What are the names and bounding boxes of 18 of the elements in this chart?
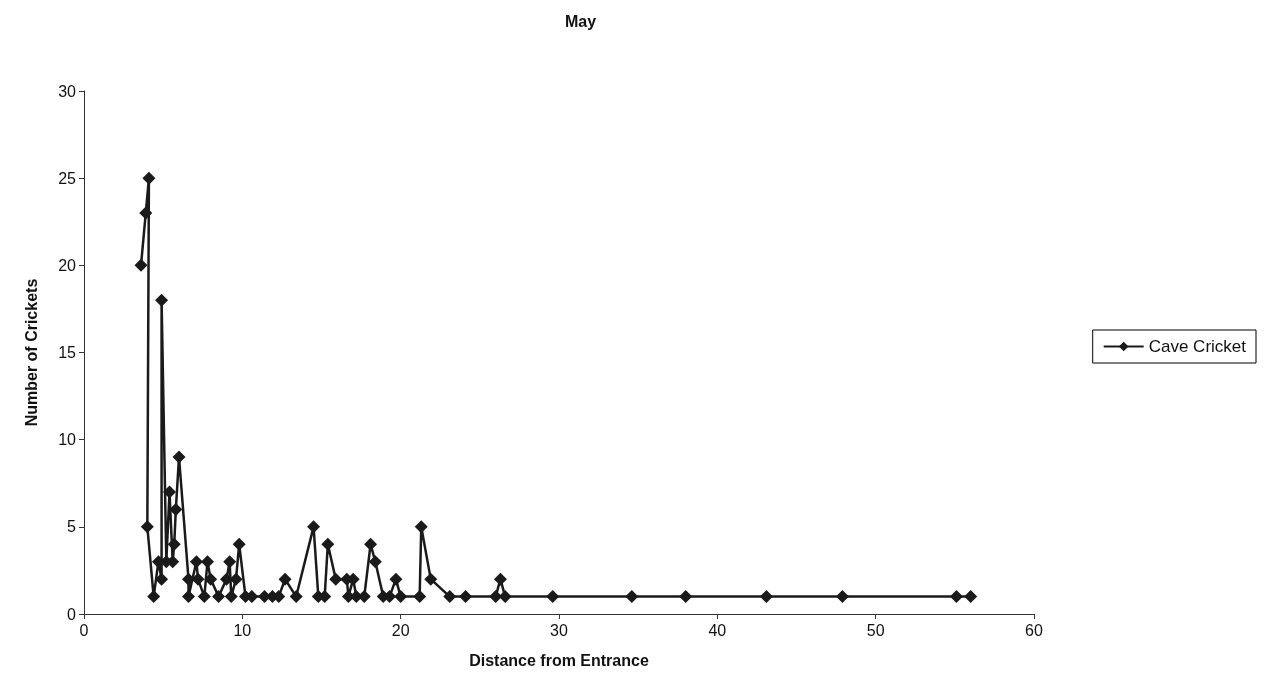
x-tick-label: 30 [550,621,568,639]
y-tick-label: 20 [58,256,77,274]
x-tick-label: 60 [1025,621,1043,639]
y-tick-label: 5 [67,518,77,536]
y-tick-label: 30 [58,82,77,100]
x-tick-label: 0 [79,621,89,639]
y-tick-label: 0 [67,605,77,623]
x-tick-label: 20 [391,621,410,639]
x-tick-label: 40 [708,621,727,639]
y-tick-label: 15 [58,344,77,361]
x-axis-title: Distance from Entrance [469,651,649,669]
y-tick-label: 10 [58,431,77,449]
y-tick-label: 25 [58,169,77,187]
x-tick-label: 50 [866,621,885,639]
y-axis-title: Number of Crickets [22,278,40,427]
legend-label: Cave Cricket [1148,337,1247,356]
x-tick-label: 10 [233,621,252,639]
chart-title: May [565,12,597,30]
